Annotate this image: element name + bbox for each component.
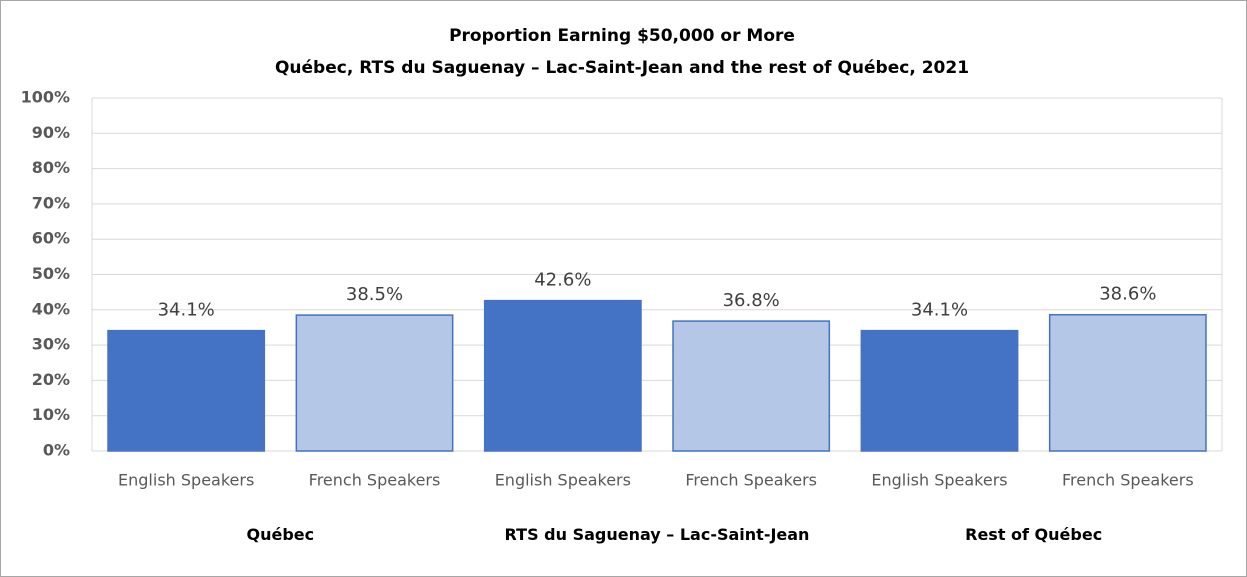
x-tick-label: English Speakers xyxy=(495,471,631,490)
x-tick-label: English Speakers xyxy=(871,471,1007,490)
y-tick-label: 50% xyxy=(32,264,70,283)
value-label: 34.1% xyxy=(911,300,968,321)
x-tick-label: French Speakers xyxy=(685,471,817,490)
bar xyxy=(672,320,831,452)
y-tick-label: 100% xyxy=(21,88,70,107)
chart-title: Proportion Earning $50,000 or More xyxy=(449,26,795,46)
value-label: 38.6% xyxy=(1099,284,1156,305)
value-label: 42.6% xyxy=(534,270,591,291)
y-tick-label: 70% xyxy=(32,193,70,212)
group-label: RTS du Saguenay – Lac-Saint-Jean xyxy=(504,525,810,544)
x-tick-label: English Speakers xyxy=(118,471,254,490)
y-tick-label: 0% xyxy=(43,441,70,460)
bar xyxy=(295,314,454,452)
bar xyxy=(483,299,642,452)
bar xyxy=(107,329,266,452)
y-tick-label: 90% xyxy=(32,123,70,142)
y-tick-label: 10% xyxy=(32,405,70,424)
y-tick-label: 60% xyxy=(32,229,70,248)
bar xyxy=(860,329,1019,452)
y-tick-label: 20% xyxy=(32,370,70,389)
chart-subtitle: Québec, RTS du Saguenay – Lac-Saint-Jean… xyxy=(275,58,969,78)
y-tick-label: 30% xyxy=(32,335,70,354)
x-tick-label: French Speakers xyxy=(1062,471,1194,490)
y-tick-label: 80% xyxy=(32,158,70,177)
group-label: Québec xyxy=(246,525,315,544)
group-label: Rest of Québec xyxy=(965,525,1103,544)
value-label: 36.8% xyxy=(723,290,780,311)
x-tick-label: French Speakers xyxy=(309,471,441,490)
value-label: 34.1% xyxy=(158,300,215,321)
value-label: 38.5% xyxy=(346,284,403,305)
y-tick-label: 40% xyxy=(32,299,70,318)
bar xyxy=(1048,313,1207,452)
